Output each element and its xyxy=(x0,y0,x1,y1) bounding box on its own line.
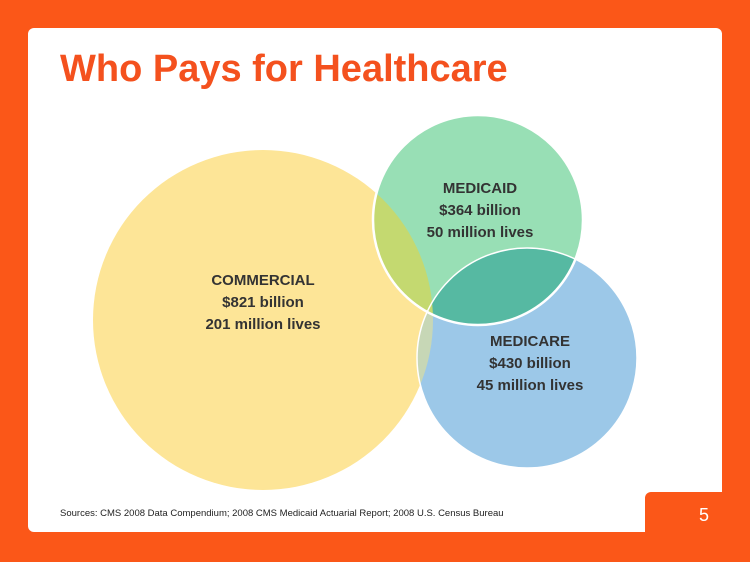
commercial-amount: $821 billion xyxy=(222,294,304,311)
sources-footnote: Sources: CMS 2008 Data Compendium; 2008 … xyxy=(60,508,504,519)
commercial-name: COMMERCIAL xyxy=(211,272,315,289)
medicare-label: MEDICARE $430 billion 45 million lives xyxy=(477,331,584,397)
medicare-lives: 45 million lives xyxy=(476,377,584,394)
commercial-lives: 201 million lives xyxy=(205,316,321,333)
medicaid-lives: 50 million lives xyxy=(426,224,534,241)
page-number-tab xyxy=(645,492,750,562)
medicaid-amount: $364 billion xyxy=(439,202,521,219)
commercial-label: COMMERCIAL $821 billion 201 million live… xyxy=(205,270,320,336)
page-title: Who Pays for Healthcare xyxy=(60,48,508,90)
page-number: 5 xyxy=(698,505,709,525)
medicaid-outline xyxy=(371,113,585,327)
commercial-circle xyxy=(93,150,433,490)
medicare-amount: $430 billion xyxy=(489,355,571,372)
medicare-name: MEDICARE xyxy=(489,333,570,350)
medicaid-name: MEDICAID xyxy=(442,180,518,197)
medicaid-label: MEDICAID $364 billion 50 million lives xyxy=(427,178,534,244)
medicare-outline xyxy=(416,247,638,469)
